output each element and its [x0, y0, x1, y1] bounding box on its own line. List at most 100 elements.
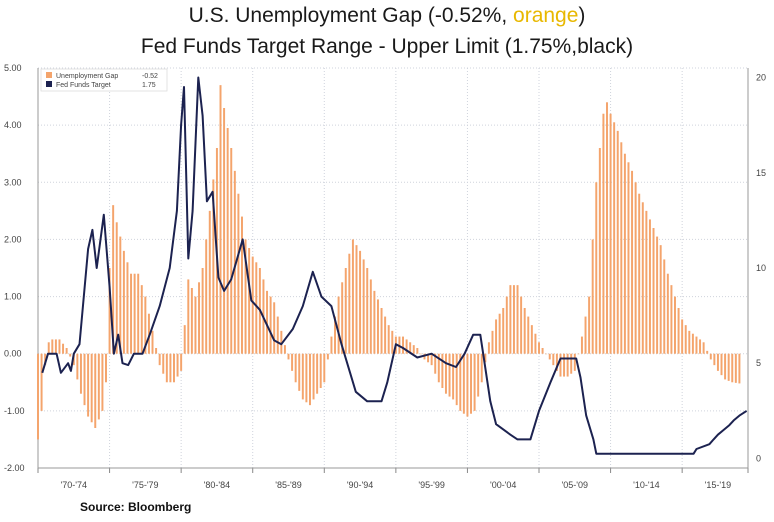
- gap-bar: [416, 348, 419, 354]
- gap-bar: [316, 353, 319, 394]
- gap-bar: [702, 342, 705, 354]
- left-tick-label: 4.00: [4, 120, 22, 130]
- gap-bar: [108, 268, 111, 354]
- gap-bar: [477, 353, 480, 397]
- gap-bar: [119, 236, 122, 354]
- gap-bar: [169, 353, 172, 383]
- gap-bar: [484, 353, 487, 363]
- gap-bar: [405, 339, 408, 354]
- gap-bar: [691, 333, 694, 354]
- gap-bar: [105, 353, 107, 383]
- legend-label-gap: Unemployment Gap: [56, 73, 118, 80]
- gap-bar: [97, 353, 100, 420]
- gap-bar: [545, 353, 548, 355]
- gap-bar: [269, 296, 272, 354]
- right-tick-label: 15: [756, 168, 766, 178]
- gap-bar: [183, 325, 186, 354]
- gap-bar: [523, 308, 526, 354]
- gap-bar: [534, 333, 537, 354]
- x-tick-label: '15-'19: [705, 480, 731, 490]
- gap-bar: [620, 142, 623, 354]
- gap-bar: [326, 353, 329, 360]
- legend-box: [40, 68, 168, 92]
- gap-bar: [427, 353, 430, 363]
- gap-bar: [140, 285, 143, 354]
- gap-bar: [37, 353, 39, 440]
- gap-bar: [459, 353, 462, 411]
- gap-bar: [362, 259, 365, 354]
- gap-bar: [430, 353, 433, 366]
- legend-value-gap: -0.52: [142, 73, 158, 80]
- gap-bar: [512, 285, 515, 354]
- legend-swatch-gap: [46, 72, 52, 78]
- gap-bar: [126, 262, 129, 354]
- gap-bar: [606, 102, 608, 354]
- gap-bar: [681, 319, 684, 354]
- gap-bar: [677, 308, 680, 354]
- gap-bar: [273, 302, 276, 354]
- gap-bar: [674, 296, 676, 354]
- gap-bar: [151, 330, 154, 354]
- gap-bar: [287, 353, 290, 360]
- gap-bar: [58, 339, 61, 354]
- gap-bar: [498, 313, 501, 354]
- gap-bar: [502, 308, 505, 354]
- gap-bar: [709, 353, 712, 360]
- left-tick-label: -1.00: [4, 406, 25, 416]
- gap-bar: [237, 193, 240, 354]
- gap-bar: [144, 296, 147, 354]
- gap-bar: [76, 353, 79, 380]
- gap-bar: [219, 85, 222, 354]
- gap-bar: [137, 273, 140, 354]
- x-tick-label: '10-'14: [633, 480, 659, 490]
- gap-bar: [359, 250, 362, 354]
- gap-bar: [731, 353, 734, 383]
- gap-bar: [90, 353, 93, 423]
- gap-bar: [294, 353, 297, 383]
- gap-bar: [240, 216, 243, 354]
- gap-bar: [47, 342, 50, 354]
- gap-bar: [351, 239, 354, 354]
- gap-bar: [208, 210, 211, 354]
- gap-bar: [573, 353, 576, 371]
- gap-bar: [548, 353, 551, 360]
- gap-bar: [115, 222, 118, 354]
- x-tick-label: '00-'04: [490, 480, 516, 490]
- gap-bar: [487, 342, 490, 354]
- gap-bar: [641, 202, 644, 354]
- gap-bar: [130, 273, 133, 354]
- x-tick-label: '90-'94: [347, 480, 373, 490]
- gap-bar: [595, 182, 598, 354]
- gap-bar: [83, 353, 86, 406]
- legend-swatch-fed: [46, 81, 52, 87]
- right-tick-label: 10: [756, 263, 766, 273]
- gap-bar: [198, 282, 201, 354]
- gap-bar: [648, 219, 651, 354]
- gap-bar: [147, 313, 150, 354]
- gap-bar: [94, 353, 97, 428]
- right-tick-label: 5: [756, 358, 761, 368]
- gap-bar: [201, 268, 204, 354]
- left-tick-label: 3.00: [4, 177, 22, 187]
- gap-bar: [384, 316, 387, 354]
- title-highlight: orange: [513, 4, 579, 27]
- gap-bar: [598, 148, 601, 354]
- x-tick-label: '70-'74: [61, 480, 87, 490]
- gap-bar: [462, 353, 465, 414]
- gap-bar: [54, 339, 57, 354]
- gap-bar: [387, 325, 390, 354]
- gap-bar: [348, 253, 351, 354]
- gap-bar: [190, 288, 193, 354]
- source-note: Source: Bloomberg: [80, 500, 192, 514]
- right-tick-label: 20: [756, 73, 766, 83]
- gap-bar: [391, 330, 394, 354]
- gap-bar: [276, 316, 279, 354]
- gap-bar: [51, 339, 54, 354]
- gap-bar: [44, 353, 47, 366]
- gap-bar: [298, 353, 301, 391]
- gap-bar: [566, 353, 569, 377]
- gap-bar: [380, 308, 383, 354]
- gap-bar: [312, 353, 315, 400]
- gap-bar: [491, 330, 494, 354]
- gap-bar: [455, 353, 458, 406]
